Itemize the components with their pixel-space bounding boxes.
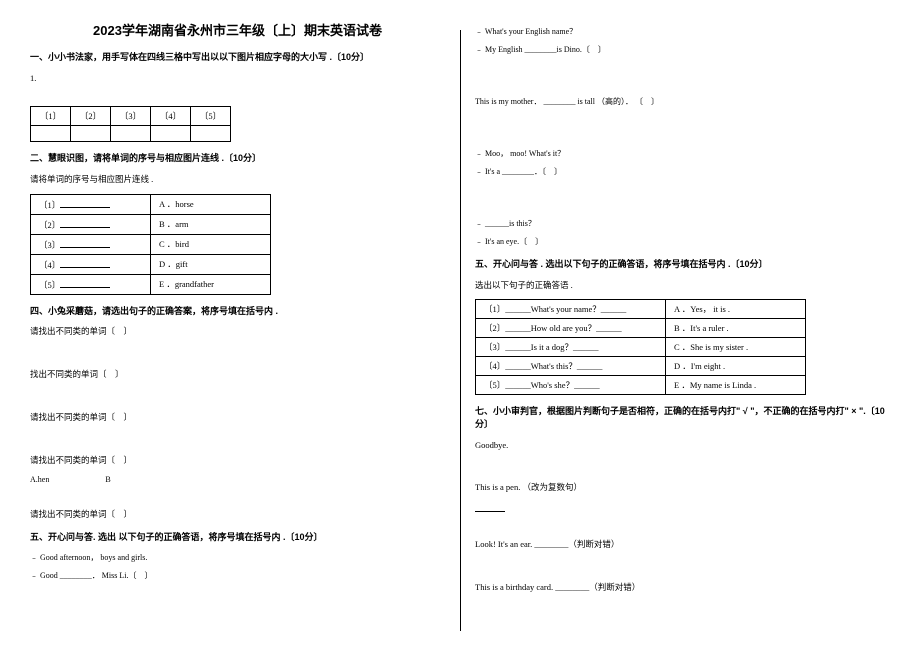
s2-l1: 〔1〕 — [39, 200, 60, 210]
s1-cell-2: 〔2〕 — [71, 107, 111, 126]
s5b-q4: 〔4〕______What's this？______ — [476, 357, 666, 376]
s1-cell-5: 〔5〕 — [191, 107, 231, 126]
r-q3b: ﹣ It's a ________．〔 〕 — [475, 166, 890, 178]
s5-q1a: ﹣ Good afternoon， boys and girls. — [30, 552, 445, 564]
s2-r1: A ．horse — [151, 194, 271, 214]
s4-q5: 请找出不同类的单词〔 〕 — [30, 508, 445, 521]
s5b-instruct: 选出以下句子的正确答语 . — [475, 279, 890, 292]
r-q1a: ﹣ What's your English name？ — [475, 26, 890, 38]
s5b-a1: A ．Yes， it is . — [666, 300, 806, 319]
s5b-q1: 〔1〕______What's your name？______ — [476, 300, 666, 319]
s7-q1: Goodbye. — [475, 439, 890, 452]
s7-q2: This is a pen. （改为复数句） — [475, 481, 890, 494]
s2-r5: E ．grandfather — [151, 274, 271, 294]
s5b-q3: 〔3〕______Is it a dog？______ — [476, 338, 666, 357]
s5-q1b: ﹣ Good ________． Miss Li.〔 〕 — [30, 570, 445, 582]
s2-r3: C ．bird — [151, 234, 271, 254]
s4-q3: 请找出不同类的单词〔 〕 — [30, 411, 445, 424]
left-column: 2023学年湖南省永州市三年级〔上〕期末英语试卷 一、小小书法家，用手写体在四线… — [30, 20, 460, 631]
section-7-header: 七、小小审判官，根据图片判断句子是否相符，正确的在括号内打" √ "，不正确的在… — [475, 405, 890, 430]
s4-q4: 请找出不同类的单词〔 〕 — [30, 454, 445, 467]
s5b-a2: B ．It's a ruler . — [666, 319, 806, 338]
s4-q4-opts: A.hen B — [30, 474, 445, 486]
s5b-answer-table: 〔1〕______What's your name？______A ．Yes， … — [475, 299, 806, 395]
s2-r4: D ．gift — [151, 254, 271, 274]
s1-cell-4: 〔4〕 — [151, 107, 191, 126]
s1-cell-3: 〔3〕 — [111, 107, 151, 126]
section-2-header: 二、慧眼识图，请将单词的序号与相应图片连线 .〔10分〕 — [30, 152, 445, 165]
s2-r2: B ．arm — [151, 214, 271, 234]
s2-l4: 〔4〕 — [39, 260, 60, 270]
s5b-a4: D ．I'm eight . — [666, 357, 806, 376]
column-divider — [460, 30, 461, 631]
section-5-header: 五、开心问与答. 选出 以下句子的正确答语，将序号填在括号内 .〔10分〕 — [30, 531, 445, 544]
right-column: ﹣ What's your English name？ ﹣ My English… — [460, 20, 890, 631]
r-q4b: ﹣ It's an eye.〔 〕 — [475, 236, 890, 248]
exam-title: 2023学年湖南省永州市三年级〔上〕期末英语试卷 — [30, 20, 445, 39]
s2-l2: 〔2〕 — [39, 220, 60, 230]
s5b-a3: C ．She is my sister . — [666, 338, 806, 357]
r-q2: This is my mother． ________ is tall （高的）… — [475, 96, 890, 108]
r-q4a: ﹣ ______is this？ — [475, 218, 890, 230]
s7-q3: Look! It's an ear. ________（判断对错） — [475, 538, 890, 551]
s2-l3: 〔3〕 — [39, 240, 60, 250]
section-5b-header: 五、开心问与答 . 选出以下句子的正确答语，将序号填在括号内 .〔10分〕 — [475, 258, 890, 271]
s7-q2-blank — [475, 502, 890, 516]
s1-answer-grid: 〔1〕 〔2〕 〔3〕 〔4〕 〔5〕 — [30, 106, 231, 142]
s2-instruct: 请将单词的序号与相应图片连线 . — [30, 173, 445, 186]
r-q1b: ﹣ My English ________is Dino.〔 〕 — [475, 44, 890, 56]
section-4-header: 四、小兔采蘑菇，请选出句子的正确答案，将序号填在括号内 . — [30, 305, 445, 318]
s1-q-number: 1. — [30, 72, 445, 85]
s5b-a5: E ．My name is Linda . — [666, 376, 806, 395]
r-q3a: ﹣ Moo， moo! What's it？ — [475, 148, 890, 160]
s5b-q5: 〔5〕______Who's she？______ — [476, 376, 666, 395]
s5b-q2: 〔2〕______How old are you？______ — [476, 319, 666, 338]
section-1-header: 一、小小书法家，用手写体在四线三格中写出以以下图片相应字母的大小写 .〔10分〕 — [30, 51, 445, 64]
s2-l5: 〔5〕 — [39, 280, 60, 290]
s4-q1: 请找出不同类的单词〔 〕 — [30, 325, 445, 338]
s4-q2: 找出不同类的单词〔 〕 — [30, 368, 445, 381]
s1-cell-1: 〔1〕 — [31, 107, 71, 126]
s7-q4: This is a birthday card. ________（判断对错） — [475, 581, 890, 594]
s2-match-table: 〔1〕 A ．horse 〔2〕 B ．arm 〔3〕 C ．bird 〔4〕 D ．g… — [30, 194, 271, 295]
